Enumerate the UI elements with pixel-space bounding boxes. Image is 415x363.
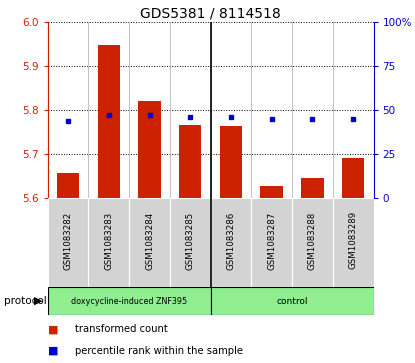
- Text: ■: ■: [48, 325, 58, 334]
- Text: ■: ■: [48, 346, 58, 356]
- Title: GDS5381 / 8114518: GDS5381 / 8114518: [140, 7, 281, 21]
- Bar: [301, 178, 324, 198]
- Bar: [220, 126, 242, 198]
- Bar: [342, 158, 364, 198]
- Text: GSM1083289: GSM1083289: [349, 211, 358, 269]
- Text: GSM1083285: GSM1083285: [186, 211, 195, 270]
- Text: GSM1083283: GSM1083283: [104, 211, 113, 270]
- Text: ▶: ▶: [34, 296, 42, 306]
- Text: control: control: [276, 297, 308, 306]
- Bar: [57, 173, 79, 198]
- Bar: [333, 198, 374, 287]
- Text: protocol: protocol: [4, 296, 47, 306]
- Bar: [179, 125, 201, 198]
- Text: GSM1083288: GSM1083288: [308, 211, 317, 270]
- Bar: [98, 45, 120, 198]
- Text: GSM1083286: GSM1083286: [227, 211, 235, 270]
- Bar: [292, 198, 333, 287]
- Bar: [251, 198, 292, 287]
- Bar: [210, 198, 251, 287]
- Text: percentile rank within the sample: percentile rank within the sample: [75, 346, 243, 356]
- Bar: [170, 198, 211, 287]
- Text: GSM1083287: GSM1083287: [267, 211, 276, 270]
- Text: GSM1083282: GSM1083282: [63, 211, 73, 270]
- Text: doxycycline-induced ZNF395: doxycycline-induced ZNF395: [71, 297, 187, 306]
- Text: transformed count: transformed count: [75, 325, 167, 334]
- Bar: [138, 101, 161, 198]
- Bar: [88, 198, 129, 287]
- Bar: [48, 198, 88, 287]
- Bar: [210, 287, 374, 315]
- Bar: [48, 287, 210, 315]
- Bar: [261, 186, 283, 198]
- Text: GSM1083284: GSM1083284: [145, 211, 154, 270]
- Bar: [129, 198, 170, 287]
